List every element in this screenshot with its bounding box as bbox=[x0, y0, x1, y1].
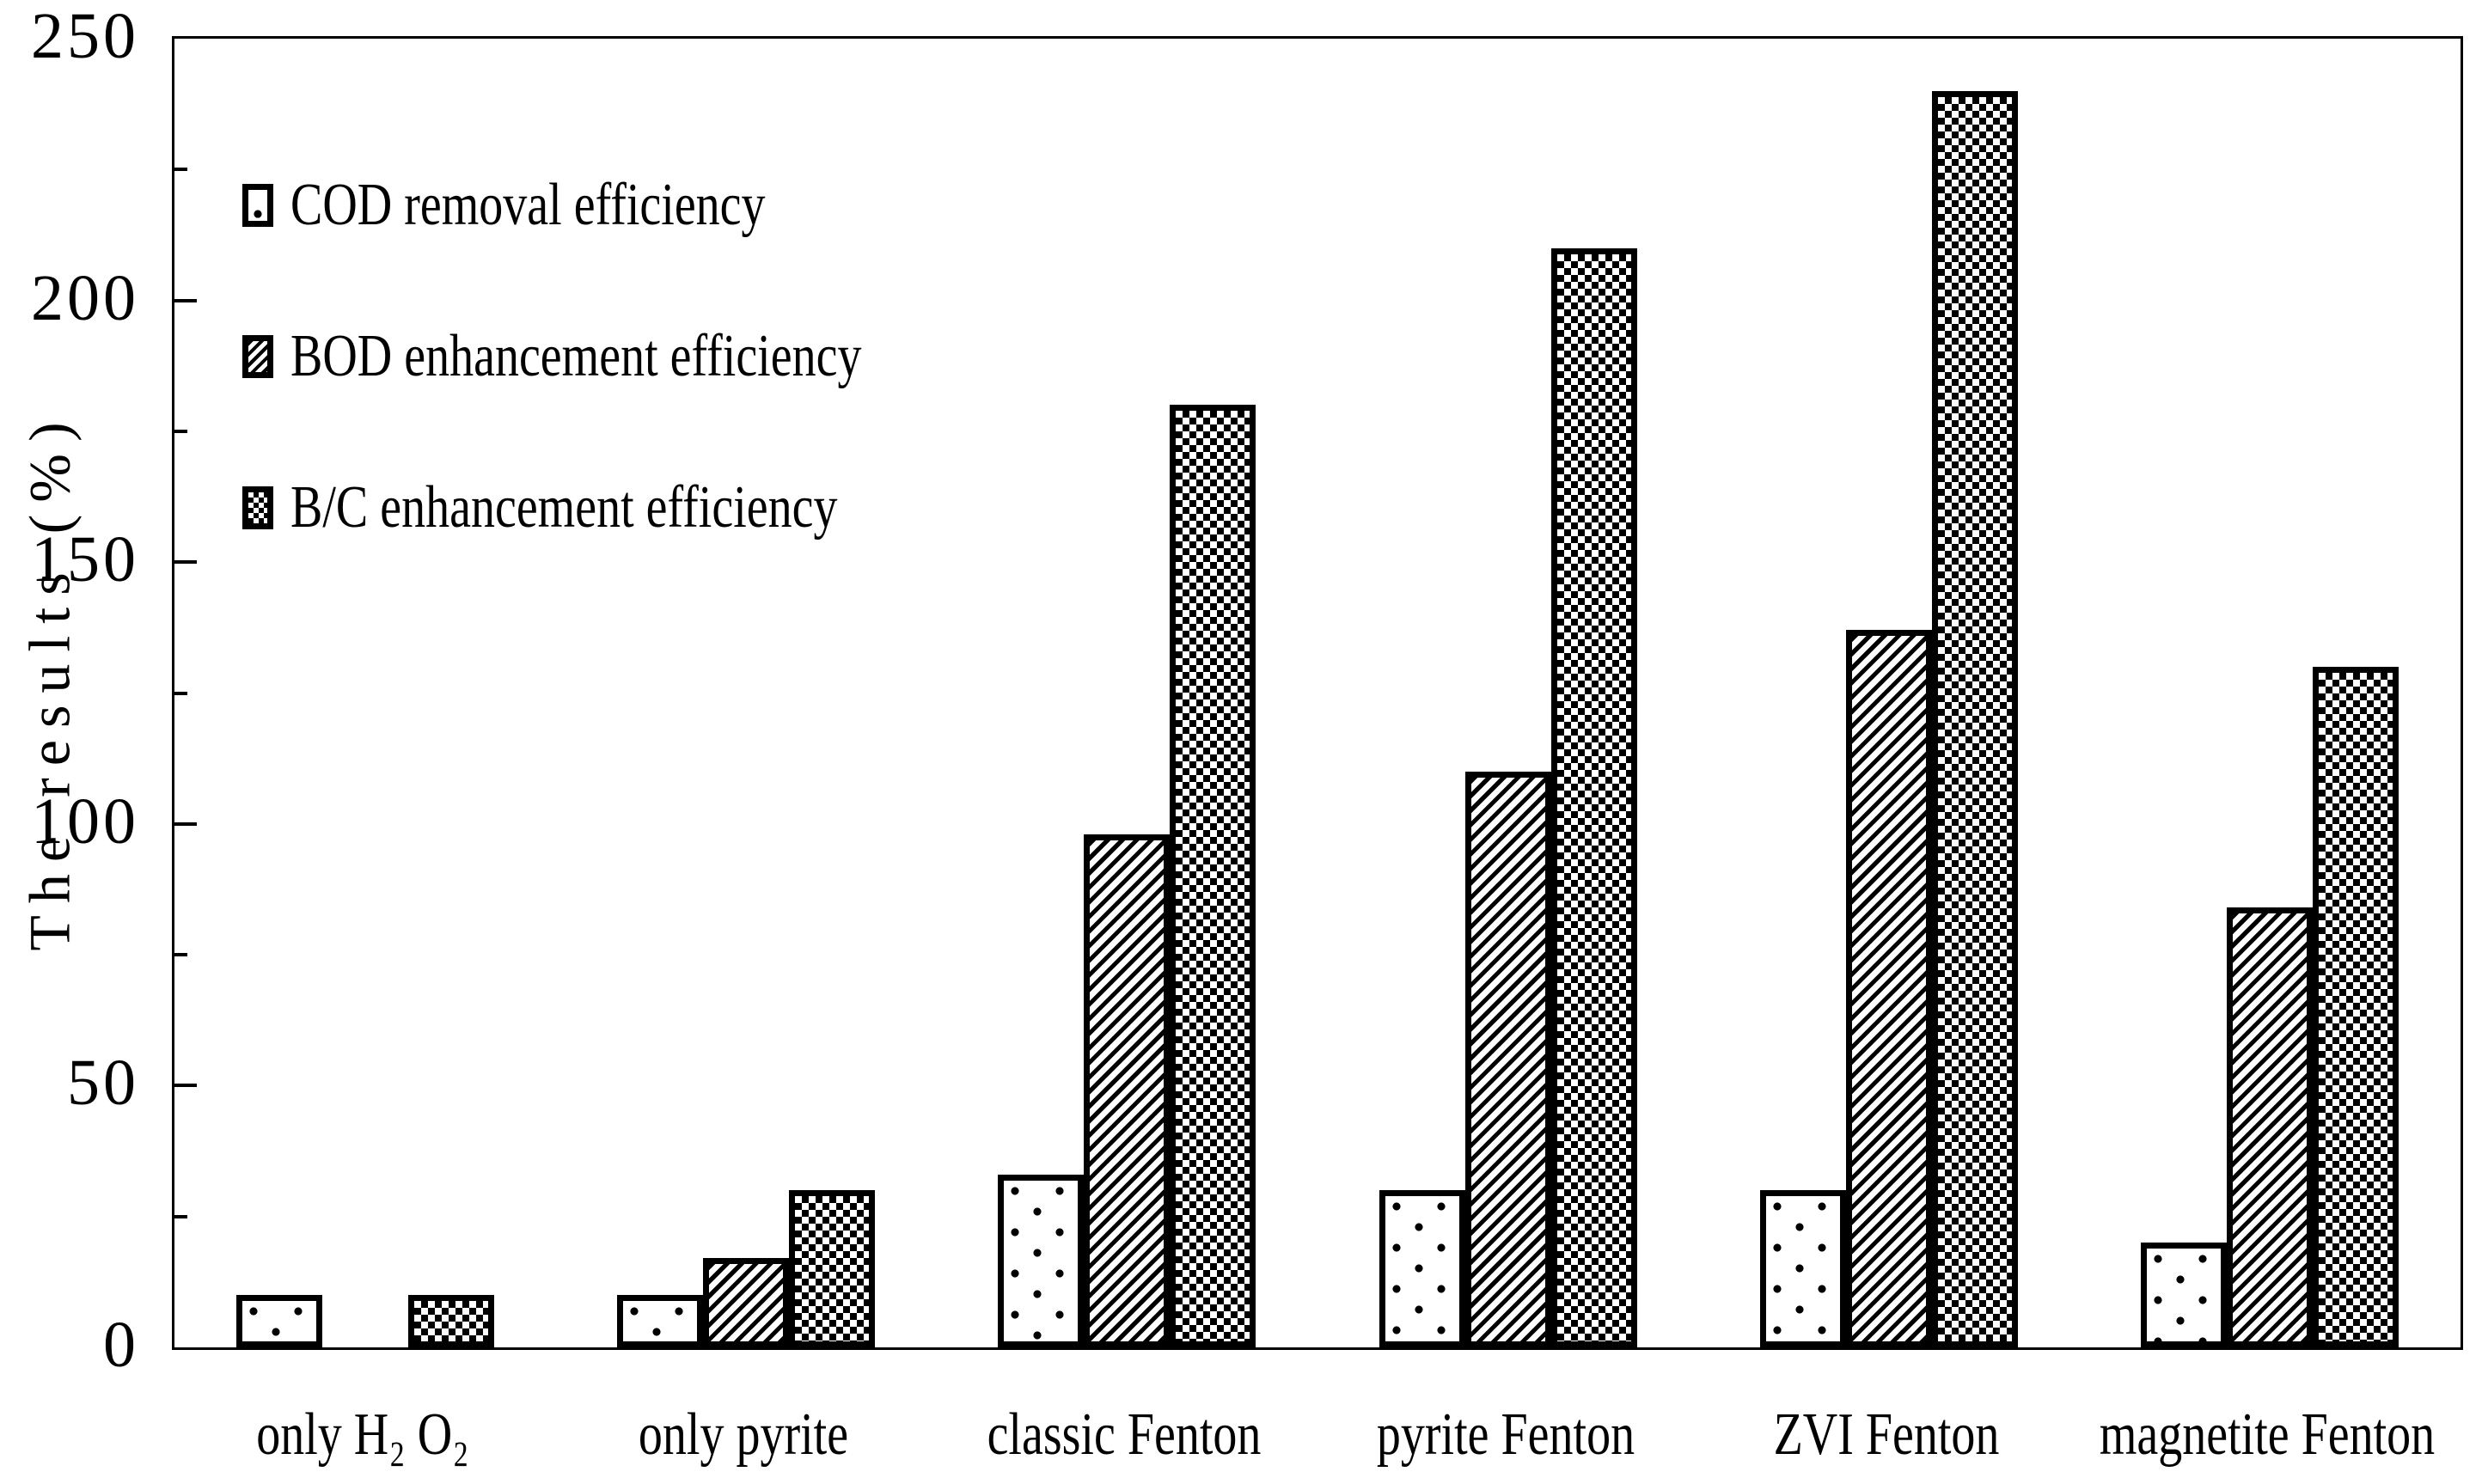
y-tick-label-50: 50 bbox=[67, 1047, 139, 1120]
bar-series2-group4 bbox=[1465, 772, 1551, 1347]
bar-series1-group3 bbox=[998, 1175, 1084, 1347]
y-major-tick-50 bbox=[174, 1084, 197, 1088]
x-category-label-2: only pyrite bbox=[638, 1402, 849, 1468]
y-tick-label-250: 250 bbox=[31, 0, 139, 72]
y-minor-tick-25 bbox=[174, 1214, 187, 1218]
bar-series3-group1 bbox=[408, 1295, 494, 1347]
x-category-label-5: ZVI Fenton bbox=[1773, 1402, 2000, 1468]
legend-swatch-diagonal-hatch bbox=[242, 335, 273, 378]
bar-series1-group5 bbox=[1760, 1190, 1846, 1347]
bar-series1-group1 bbox=[236, 1295, 322, 1347]
plot-area bbox=[172, 36, 2463, 1350]
legend-label-2: BOD enhancement efficiency bbox=[290, 323, 862, 389]
y-major-tick-150 bbox=[174, 560, 197, 565]
bar-series2-group6 bbox=[2227, 907, 2313, 1347]
bar-series2-group3 bbox=[1084, 834, 1170, 1347]
x-category-label-3: classic Fenton bbox=[987, 1402, 1262, 1468]
y-axis-title: The results (%) bbox=[16, 410, 83, 951]
y-tick-label-200: 200 bbox=[31, 261, 139, 334]
x-category-label-4: pyrite Fenton bbox=[1376, 1402, 1635, 1468]
bar-series3-group6 bbox=[2313, 667, 2399, 1347]
y-minor-tick-125 bbox=[174, 691, 187, 695]
legend-label-3: B/C enhancement efficiency bbox=[290, 474, 838, 540]
bar-series1-group2 bbox=[617, 1295, 703, 1347]
x-category-label-6: magnetite Fenton bbox=[2100, 1402, 2436, 1468]
bar-series1-group4 bbox=[1379, 1190, 1465, 1347]
bar-series3-group4 bbox=[1551, 248, 1637, 1347]
y-tick-label-100: 100 bbox=[31, 785, 139, 858]
bar-series3-group3 bbox=[1170, 405, 1256, 1347]
y-tick-label-0: 0 bbox=[103, 1309, 139, 1381]
legend-swatch-checkerboard bbox=[242, 486, 273, 529]
legend-swatch-sparse-dots bbox=[242, 184, 273, 227]
legend-label-1: COD removal efficiency bbox=[290, 172, 766, 238]
y-major-tick-200 bbox=[174, 298, 197, 302]
bar-series2-group2 bbox=[703, 1258, 789, 1347]
y-minor-tick-175 bbox=[174, 429, 187, 433]
x-category-label-1: only H₂ O₂ bbox=[255, 1402, 469, 1468]
bar-series3-group5 bbox=[1932, 91, 2018, 1347]
y-tick-label-150: 150 bbox=[31, 523, 139, 596]
bar-series3-group2 bbox=[789, 1190, 875, 1347]
bar-series2-group5 bbox=[1846, 630, 1932, 1347]
y-minor-tick-75 bbox=[174, 953, 187, 957]
bar-series1-group6 bbox=[2141, 1243, 2227, 1347]
y-minor-tick-225 bbox=[174, 168, 187, 172]
y-major-tick-100 bbox=[174, 821, 197, 826]
